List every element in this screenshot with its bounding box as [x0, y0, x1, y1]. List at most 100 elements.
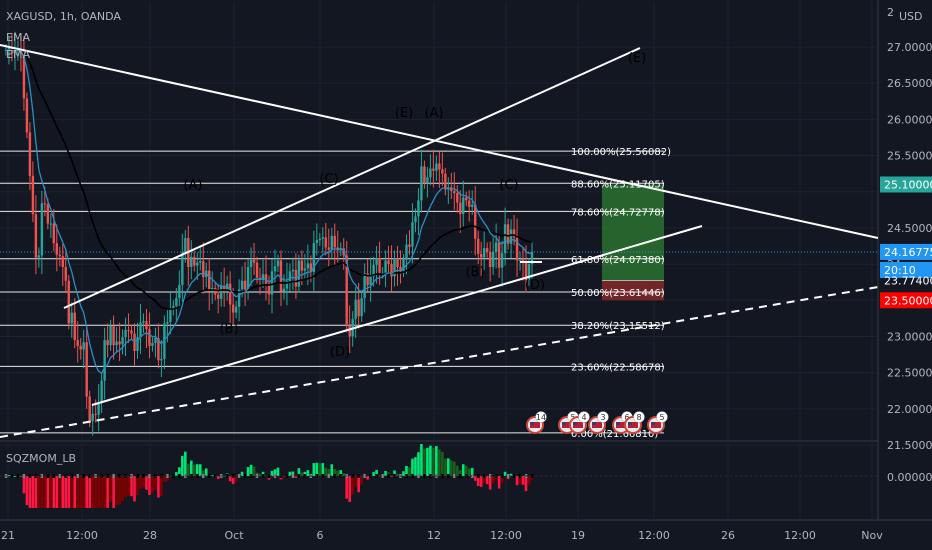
event-count: 5 — [570, 413, 575, 422]
squeeze-dot — [231, 474, 235, 478]
ema-legend-2[interactable]: EMA — [6, 48, 30, 61]
price-candles — [4, 31, 534, 436]
candle — [444, 167, 447, 196]
fib-label: 61.80%(24.07380) — [571, 255, 665, 266]
oscillator-title[interactable]: SQZMOM_LB — [6, 452, 76, 465]
momentum-bar — [198, 464, 202, 476]
candle-body — [375, 258, 378, 265]
price-axis[interactable]: 27.00000 26.50000 26.00000 25.50000 24.50000… — [887, 6, 932, 452]
candle — [474, 185, 477, 256]
fib-label: 50.00%(23.61446) — [571, 288, 665, 299]
ema-legend-1[interactable]: EMA — [6, 31, 30, 44]
candle-body — [222, 286, 226, 291]
candle — [345, 240, 348, 333]
momentum-bar — [378, 475, 381, 477]
candle — [106, 323, 109, 358]
candle-body — [411, 222, 414, 247]
candle — [297, 254, 301, 293]
momentum-bar — [491, 476, 495, 484]
dashed-support-line — [0, 286, 879, 438]
flag-icon-canton — [573, 422, 577, 425]
candle — [435, 155, 438, 181]
candle-body — [196, 262, 199, 266]
candle-body — [414, 216, 417, 223]
momentum-bar — [303, 471, 307, 476]
momentum-bar — [64, 476, 68, 508]
x-tick-label: 12:00 — [490, 529, 522, 542]
symbol-title[interactable]: XAGUSD, 1h, OANDA — [6, 10, 121, 23]
momentum-bar — [458, 470, 462, 476]
y-tick-label: 21.50000 — [887, 439, 932, 452]
momentum-bar — [7, 475, 11, 477]
candle — [22, 36, 26, 111]
candle — [291, 257, 295, 291]
event-badges[interactable]: 14 5 4 3 6 8 5 — [526, 411, 668, 434]
candle — [160, 340, 163, 377]
candle — [34, 195, 38, 275]
momentum-bar — [88, 476, 91, 508]
candle — [363, 263, 366, 313]
candle — [491, 237, 495, 275]
candle — [187, 225, 190, 286]
currency-label[interactable]: USD — [899, 10, 923, 23]
candle — [453, 172, 456, 210]
event-count-circle — [578, 411, 590, 423]
squeeze-dot — [303, 474, 307, 478]
candle — [438, 151, 441, 189]
event-badge[interactable]: 4 — [569, 411, 590, 434]
candle-body — [127, 329, 130, 331]
momentum-bar — [485, 476, 489, 485]
fibonacci-levels: 100.00%(25.56082) 88.60%(25.11705) 78.60%(… — [0, 147, 878, 440]
candle — [405, 234, 408, 275]
candle-body — [399, 266, 402, 272]
candle — [327, 228, 330, 267]
fib-label: 38.20%(23.15512) — [571, 321, 665, 332]
momentum-bar — [500, 476, 504, 483]
candle — [76, 321, 79, 363]
momentum-bar — [455, 465, 459, 476]
event-count-circle — [656, 411, 668, 423]
candle-body — [372, 264, 375, 277]
event-badge[interactable]: 14 — [526, 411, 547, 434]
momentum-bar — [139, 476, 142, 489]
momentum-bar — [40, 476, 44, 508]
candle-body — [453, 191, 456, 194]
momentum-bar — [130, 476, 133, 497]
candle — [303, 253, 307, 279]
candle-body — [231, 304, 235, 313]
candle-body — [524, 261, 528, 281]
candle — [133, 323, 136, 366]
candle-body — [297, 260, 301, 287]
momentum-bar — [291, 471, 295, 476]
momentum-bar — [497, 476, 501, 489]
event-badge[interactable]: 8 — [624, 411, 645, 434]
candle — [70, 302, 73, 338]
candle — [488, 241, 492, 282]
event-badge[interactable]: 3 — [588, 411, 609, 434]
candle — [270, 259, 274, 314]
momentum-bar — [49, 476, 53, 508]
candle-body — [360, 298, 363, 317]
time-axis[interactable]: 21 12:00 28 Oct 6 12 12:00 19 12:00 26 12:00 Nov — [1, 529, 883, 542]
candle-body — [444, 173, 447, 190]
momentum-bar — [414, 457, 417, 476]
event-badge[interactable]: 5 — [647, 411, 668, 434]
squeeze-dot — [178, 474, 181, 478]
momentum-bar — [240, 471, 244, 476]
candle — [121, 329, 124, 355]
momentum-bar — [479, 476, 483, 487]
price-badge-label: 23.77400 — [884, 274, 932, 287]
momentum-bar — [366, 476, 369, 480]
candle-body — [312, 243, 316, 273]
candle — [103, 327, 106, 400]
ema-fast-line — [5, 49, 532, 375]
candle — [154, 327, 157, 358]
momentum-bar — [521, 476, 525, 485]
candle-body — [118, 341, 121, 345]
candle — [459, 190, 462, 233]
momentum-bar — [441, 451, 444, 476]
momentum-bar — [192, 464, 196, 476]
candle — [258, 267, 262, 295]
price-badge-label: 25.10000 — [884, 178, 932, 191]
